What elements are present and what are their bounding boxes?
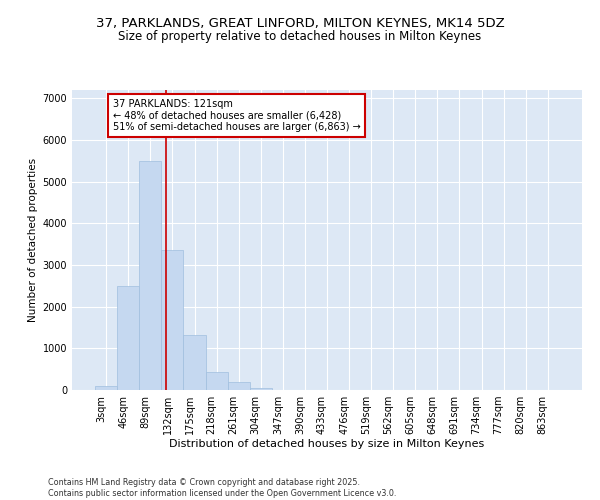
X-axis label: Distribution of detached houses by size in Milton Keynes: Distribution of detached houses by size … bbox=[169, 438, 485, 448]
Bar bbox=[227, 382, 250, 390]
Bar bbox=[139, 161, 161, 390]
Bar bbox=[117, 286, 139, 390]
Bar bbox=[184, 334, 206, 390]
Text: 37, PARKLANDS, GREAT LINFORD, MILTON KEYNES, MK14 5DZ: 37, PARKLANDS, GREAT LINFORD, MILTON KEY… bbox=[95, 18, 505, 30]
Text: Size of property relative to detached houses in Milton Keynes: Size of property relative to detached ho… bbox=[118, 30, 482, 43]
Text: 37 PARKLANDS: 121sqm
← 48% of detached houses are smaller (6,428)
51% of semi-de: 37 PARKLANDS: 121sqm ← 48% of detached h… bbox=[113, 99, 361, 132]
Bar bbox=[250, 388, 272, 390]
Y-axis label: Number of detached properties: Number of detached properties bbox=[28, 158, 38, 322]
Bar bbox=[161, 250, 184, 390]
Text: Contains HM Land Registry data © Crown copyright and database right 2025.
Contai: Contains HM Land Registry data © Crown c… bbox=[48, 478, 397, 498]
Bar bbox=[95, 386, 117, 390]
Bar bbox=[206, 372, 227, 390]
